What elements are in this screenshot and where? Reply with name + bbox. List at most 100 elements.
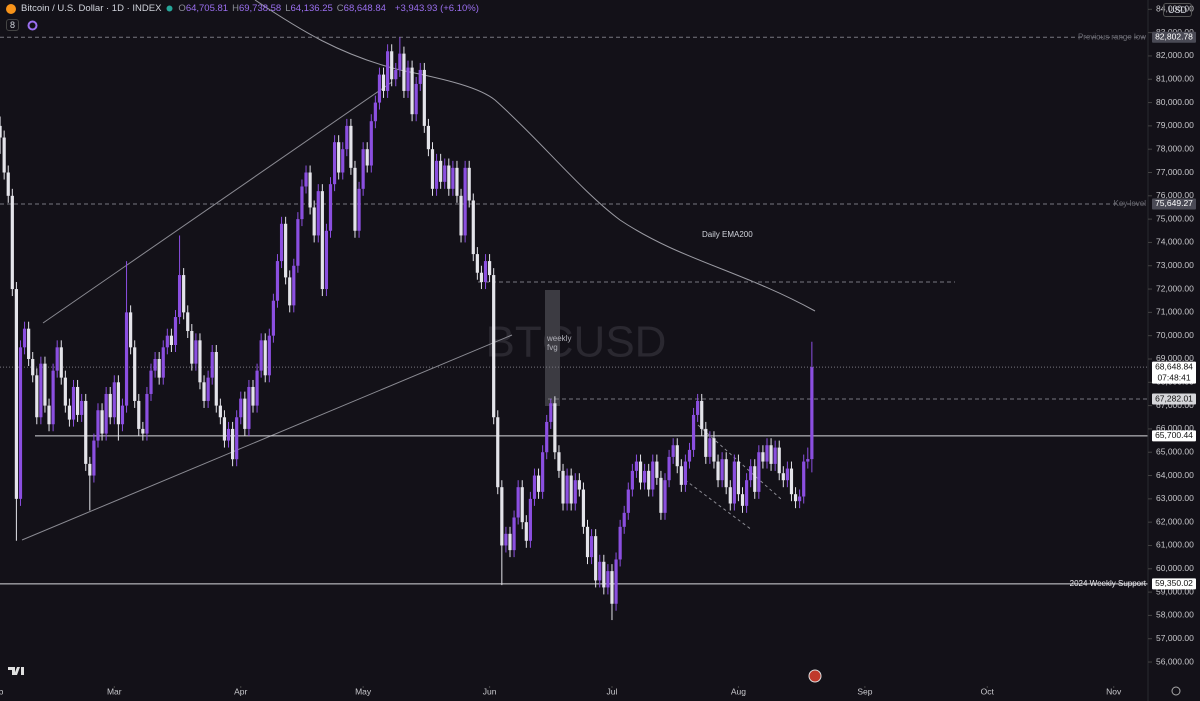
- candle-body: [198, 340, 202, 383]
- ohlc-key: C: [336, 3, 344, 14]
- candle-body: [414, 83, 418, 115]
- candle-body: [663, 480, 667, 513]
- candle-body: [439, 160, 443, 182]
- symbol: Bitcoin / U.S. Dollar · 1D · INDEX: [21, 3, 162, 14]
- candle-body: [332, 142, 337, 185]
- settings-icon[interactable]: [1171, 686, 1181, 696]
- candle-body: [288, 277, 292, 306]
- candle-body: [341, 149, 345, 173]
- candle-body: [638, 461, 643, 483]
- candle-body: [398, 53, 402, 70]
- candle-body: [0, 125, 2, 138]
- indicator-icon[interactable]: [27, 20, 38, 31]
- candle-body: [2, 137, 6, 173]
- event-icon: [808, 669, 822, 683]
- candle-body: [47, 405, 51, 425]
- candle-body: [402, 53, 406, 91]
- candle-body: [284, 223, 288, 278]
- price-box: [1152, 393, 1196, 405]
- channel-line: [684, 479, 753, 531]
- x-tick-label: Mar: [107, 686, 122, 696]
- candle-body: [463, 167, 467, 236]
- candle-body: [647, 470, 651, 490]
- candle-body: [561, 470, 565, 504]
- y-tick-label: 65,000.00: [1156, 446, 1194, 456]
- candle-body: [14, 289, 18, 499]
- y-tick-label: 58,000.00: [1156, 610, 1194, 620]
- candle-body: [577, 480, 581, 490]
- logo: [8, 667, 24, 675]
- candle-body: [630, 470, 634, 490]
- y-tick-label: 74,000.00: [1156, 237, 1194, 247]
- candle-body: [18, 347, 23, 499]
- ohlc-value: 68,648.84: [343, 3, 386, 14]
- price-box: [1152, 31, 1196, 43]
- ema-label: Daily EMA200: [702, 230, 753, 239]
- y-tick-label: 57,000.00: [1156, 633, 1194, 643]
- candle-body: [59, 347, 63, 378]
- candle-body: [22, 328, 27, 348]
- y-tick-label: 56,000.00: [1156, 656, 1194, 666]
- candle-body: [292, 265, 296, 306]
- candle-body: [177, 275, 182, 318]
- level-note: Previous range low: [1078, 32, 1146, 41]
- trendline: [42, 81, 393, 324]
- candle-body: [810, 367, 814, 460]
- candle-body: [736, 461, 741, 495]
- candle-body: [516, 487, 520, 518]
- candle-body: [524, 522, 528, 541]
- y-tick-label: 66,000.00: [1156, 423, 1194, 433]
- ohlc-value: 64,705.81: [185, 3, 229, 14]
- candle-body: [777, 447, 781, 474]
- candle-body: [67, 405, 72, 420]
- candle-body: [247, 386, 251, 429]
- candle-body: [532, 475, 537, 499]
- candle-body: [687, 449, 692, 462]
- candle-body: [479, 272, 484, 283]
- indicator-count[interactable]: 8: [6, 19, 20, 31]
- candle-body: [324, 230, 329, 290]
- price-label: 68,648.84: [1155, 361, 1193, 371]
- candle-body: [271, 300, 275, 336]
- candle-body: [108, 393, 112, 418]
- candle-body: [626, 489, 630, 513]
- candle-body: [541, 452, 545, 492]
- candle-body: [51, 370, 55, 425]
- candle-body: [585, 526, 590, 558]
- currency-button[interactable]: USD: [1162, 3, 1192, 17]
- y-tick-label: 82,000.00: [1156, 50, 1194, 60]
- candle-body: [700, 400, 704, 429]
- candle-body: [773, 447, 777, 464]
- candle-body: [369, 121, 373, 166]
- candle-body: [634, 461, 639, 471]
- change: +3,943.93 (+6.10%): [394, 3, 479, 14]
- candle-body: [255, 370, 259, 406]
- candle-body: [194, 340, 198, 364]
- y-tick-label: 64,000.00: [1156, 470, 1194, 480]
- candle-body: [186, 312, 190, 332]
- candle-body: [263, 340, 267, 376]
- candle-body: [451, 167, 455, 189]
- candle-body: [43, 363, 47, 406]
- indicators: 8: [6, 19, 38, 31]
- candle-body: [373, 102, 377, 122]
- candle-body: [667, 456, 671, 481]
- candle-body: [679, 466, 683, 485]
- candle-body: [708, 438, 712, 457]
- candle-body: [757, 452, 761, 492]
- candle-body: [55, 347, 59, 371]
- candle-body: [622, 512, 626, 527]
- y-tick-label: 79,000.00: [1156, 120, 1194, 130]
- candle-body: [492, 275, 496, 418]
- x-tick-label: Oct: [981, 686, 995, 696]
- candle-body: [84, 400, 88, 464]
- y-tick-label: 63,000.00: [1156, 493, 1194, 503]
- level-note: Key level: [1114, 199, 1147, 208]
- candle-body: [798, 496, 802, 502]
- candle-body: [496, 417, 500, 488]
- candle-body: [386, 51, 390, 91]
- candle-body: [504, 533, 508, 546]
- candle-body: [557, 452, 561, 471]
- x-tick-label: Jul: [607, 686, 618, 696]
